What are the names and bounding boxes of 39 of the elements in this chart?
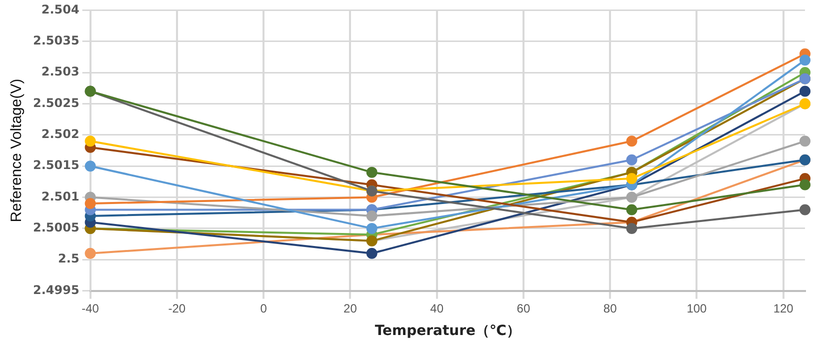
y-tick-label: 2.5005 <box>32 220 80 235</box>
x-tick-label: 40 <box>430 301 444 316</box>
x-tick-label: 120 <box>773 301 794 316</box>
y-tick-label: 2.5025 <box>32 96 80 110</box>
point <box>800 136 810 147</box>
point <box>84 198 96 209</box>
x-tick-label: 60 <box>516 301 530 316</box>
y-tick-label: 2.5015 <box>32 158 80 172</box>
point <box>84 136 96 147</box>
x-tick-label: 0 <box>260 301 268 316</box>
x-tick-label: 20 <box>344 301 358 316</box>
x-axis-title: Temperature（℃） <box>374 323 520 340</box>
point <box>84 248 96 259</box>
point <box>366 166 378 178</box>
x-tick-label: 100 <box>686 301 708 316</box>
x-tick-label: -20 <box>168 301 186 316</box>
y-tick-label: 2.503 <box>41 64 80 79</box>
point <box>800 54 810 66</box>
y-tick-label: 2.501 <box>41 189 80 204</box>
y-tick-label: 2.5035 <box>32 34 80 48</box>
point <box>366 248 378 259</box>
y-axis-title: Reference Voltage(V) <box>8 78 26 222</box>
point <box>366 222 378 234</box>
y-tick-label: 2.502 <box>41 127 80 142</box>
point <box>800 179 810 190</box>
point <box>626 204 638 216</box>
x-tick-label: -40 <box>82 301 100 316</box>
point <box>626 136 638 147</box>
point <box>84 160 96 172</box>
point <box>626 154 638 166</box>
point <box>626 173 638 184</box>
y-tick-label: 2.504 <box>41 2 80 16</box>
y-tick-label: 2.4995 <box>32 282 80 297</box>
point <box>626 222 638 234</box>
point <box>366 210 378 222</box>
y-tick-label: 2.5 <box>58 252 80 266</box>
point <box>800 204 810 216</box>
point <box>800 86 810 97</box>
x-tick-label: 80 <box>603 301 618 316</box>
